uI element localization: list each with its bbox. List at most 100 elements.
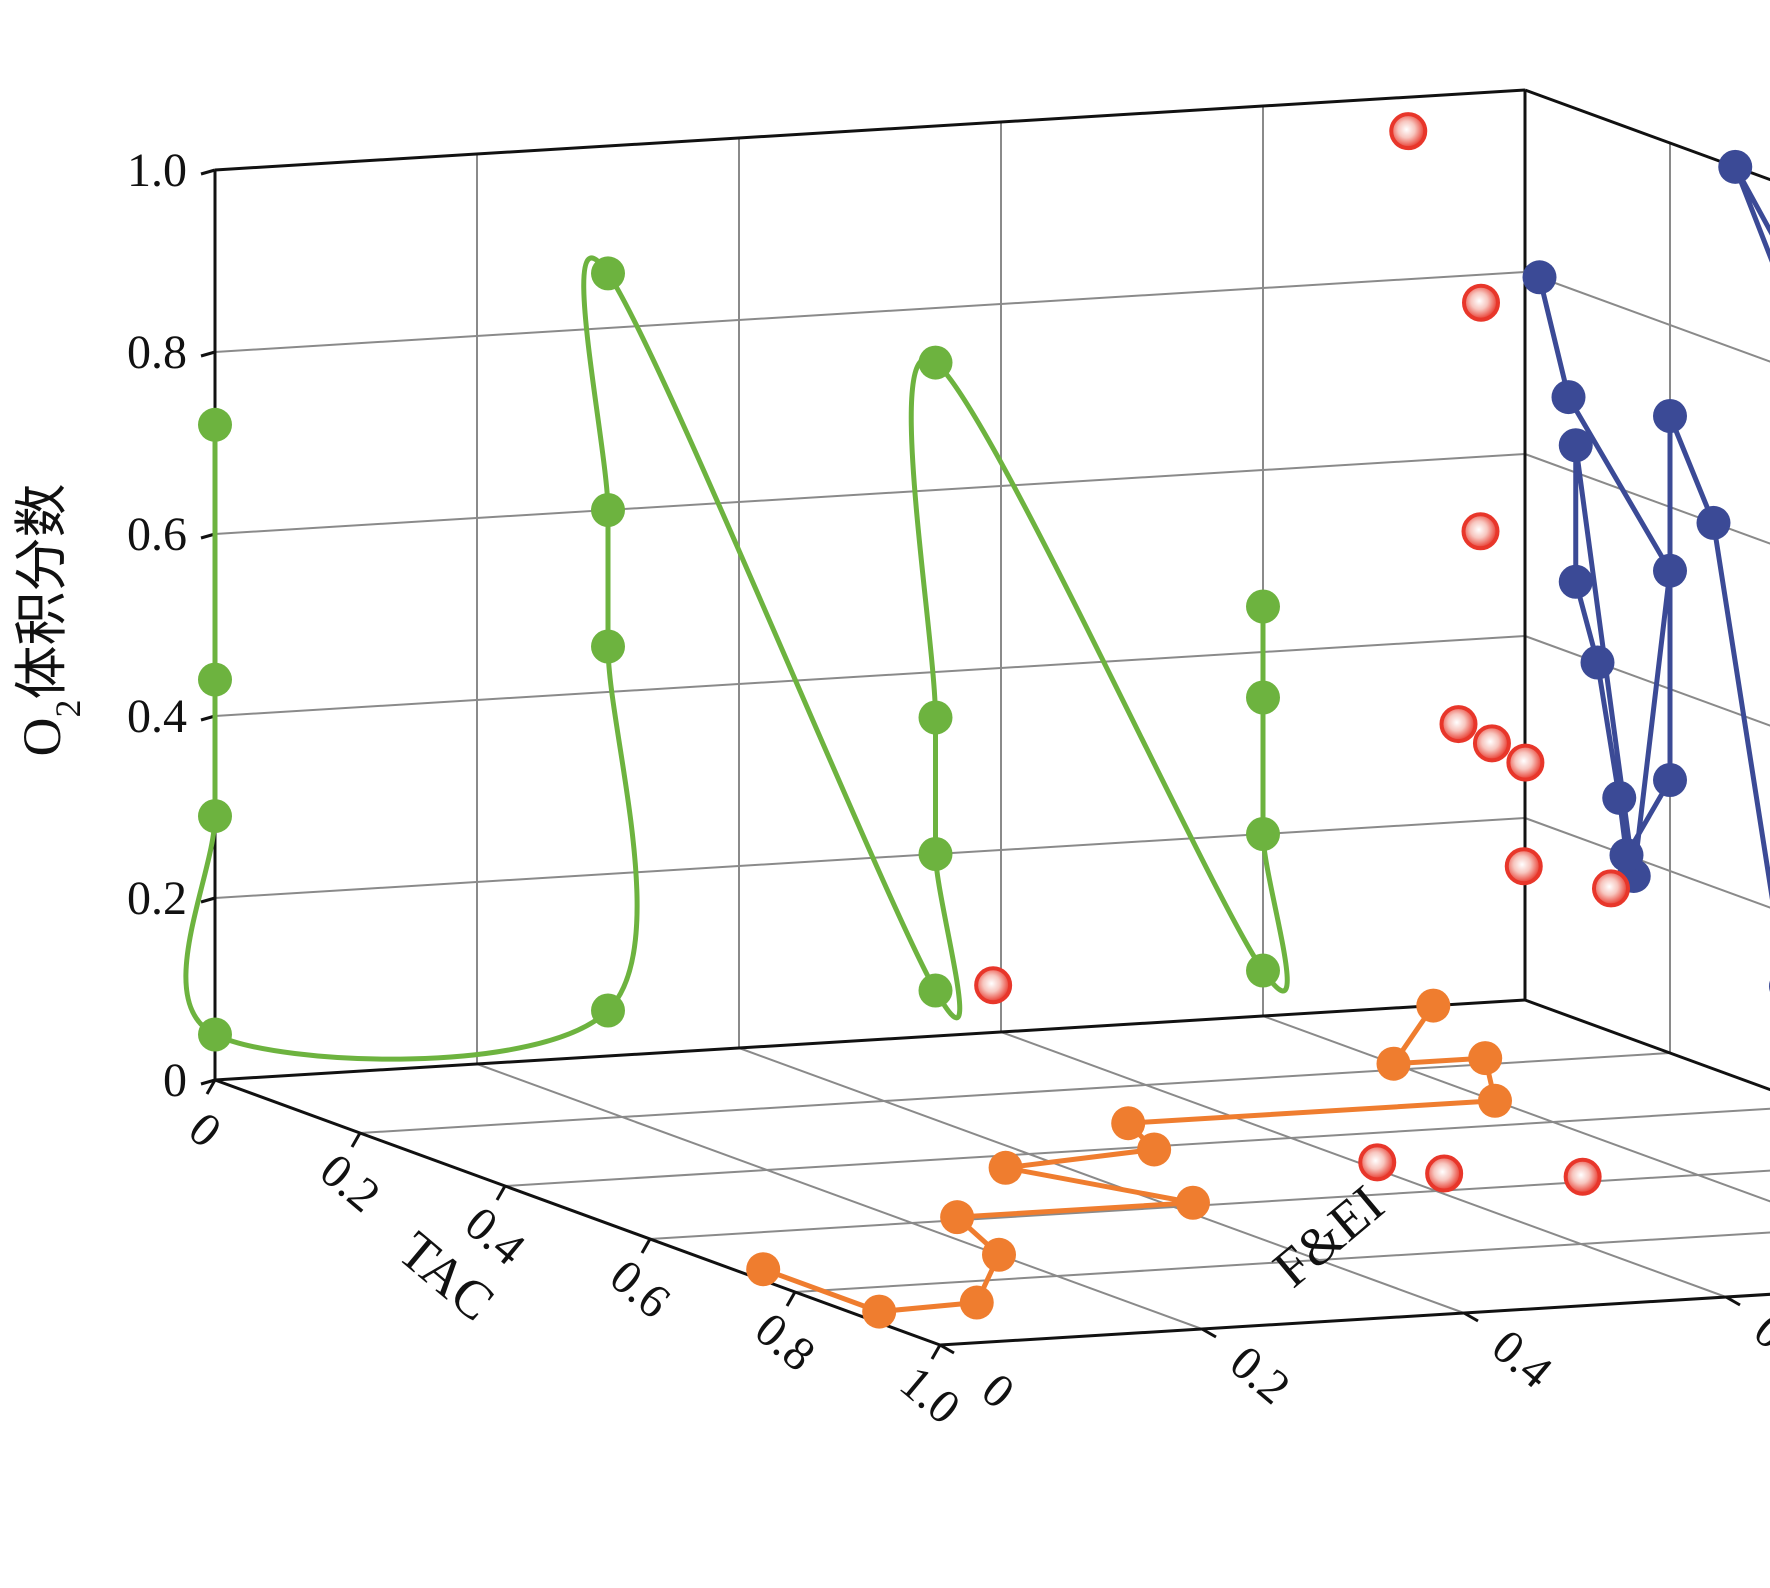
series-1-point bbox=[918, 345, 953, 380]
frame-edge bbox=[1524, 998, 1770, 1092]
series-3-point bbox=[1425, 1154, 1464, 1193]
y-tick bbox=[939, 1343, 955, 1355]
series-2 bbox=[746, 988, 1512, 1329]
z-tick bbox=[200, 350, 216, 358]
series-2-point bbox=[1376, 1046, 1411, 1081]
x-tick-label: 0.2 bbox=[310, 1144, 390, 1223]
series-1-point bbox=[198, 1017, 232, 1052]
series-3-point bbox=[1504, 847, 1543, 886]
wall-y1-grid-z bbox=[1524, 817, 1770, 909]
series-0-point bbox=[1558, 564, 1593, 599]
y-tick bbox=[1463, 1311, 1479, 1323]
y-tick-label: 0 bbox=[972, 1363, 1024, 1419]
series-2-point bbox=[862, 1294, 897, 1329]
series-0-point bbox=[1551, 380, 1586, 415]
floor-grid-y bbox=[476, 1063, 1203, 1330]
wall-y1-grid-z bbox=[1524, 635, 1770, 727]
series-3-point bbox=[974, 966, 1013, 1005]
floor-grid-y bbox=[738, 1047, 1465, 1314]
x-tick bbox=[350, 1132, 362, 1148]
series-3-point bbox=[1472, 724, 1511, 763]
series-0-point bbox=[1522, 260, 1557, 295]
z-tick-label: 0 bbox=[163, 1054, 187, 1107]
series-layer bbox=[183, 112, 1770, 1329]
floor-grid-x bbox=[359, 1052, 1671, 1134]
wall-y1-grid-z bbox=[1524, 453, 1770, 545]
y-tick-label: 0.4 bbox=[1482, 1320, 1562, 1399]
x-tick bbox=[930, 1344, 942, 1360]
series-2-point bbox=[1416, 988, 1451, 1023]
x-tick-label: 1.0 bbox=[890, 1356, 970, 1435]
z-axis-title: O2体积分数 bbox=[12, 484, 88, 757]
floor-grid-x bbox=[794, 1231, 1770, 1293]
series-2-point bbox=[959, 1285, 994, 1320]
series-2-point bbox=[1468, 1041, 1503, 1076]
frame-edge bbox=[214, 88, 1526, 172]
frame-edge bbox=[939, 1292, 1770, 1347]
series-3-point bbox=[1462, 283, 1500, 322]
series-3-point bbox=[1389, 112, 1428, 151]
series-0-point bbox=[1580, 645, 1615, 680]
x-tick bbox=[495, 1185, 507, 1201]
series-2-point bbox=[1175, 1185, 1210, 1220]
y-tick bbox=[1201, 1327, 1217, 1339]
x-tick-label: 0.6 bbox=[600, 1250, 680, 1329]
series-1-point bbox=[918, 700, 953, 735]
series-1-point bbox=[1246, 817, 1280, 851]
x-tick bbox=[640, 1238, 652, 1254]
series-2-point bbox=[746, 1252, 781, 1287]
z-tick-label: 0.8 bbox=[127, 326, 187, 379]
wall-y1-grid-z bbox=[1524, 271, 1770, 363]
series-1-line bbox=[183, 255, 1290, 1062]
series-2-point bbox=[1478, 1083, 1512, 1118]
series-0-point bbox=[1653, 553, 1687, 588]
series-2-point bbox=[940, 1200, 975, 1235]
series-2-point bbox=[988, 1150, 1023, 1185]
series-2-point bbox=[1111, 1106, 1146, 1141]
x-tick bbox=[205, 1079, 217, 1095]
series-1-point bbox=[591, 493, 625, 527]
series-1 bbox=[183, 255, 1290, 1062]
frame-edge bbox=[214, 1078, 941, 1347]
series-1-point bbox=[591, 993, 625, 1028]
series-1-point bbox=[918, 973, 953, 1008]
series-3-point bbox=[1592, 869, 1630, 908]
wall-x0-grid-z bbox=[214, 271, 1526, 353]
series-1-point bbox=[1246, 589, 1280, 624]
y-tick-label: 0.6 bbox=[1744, 1304, 1770, 1383]
series-0 bbox=[1522, 149, 1770, 992]
frame-edge bbox=[214, 998, 1526, 1082]
z-tick bbox=[200, 896, 216, 904]
series-1-point bbox=[198, 799, 232, 834]
x-tick-label: 0.8 bbox=[745, 1303, 825, 1382]
y-tick-label: 0.2 bbox=[1220, 1336, 1300, 1415]
series-1-point bbox=[591, 629, 625, 664]
series-0-point bbox=[1653, 399, 1687, 433]
floor-grid-x bbox=[649, 1169, 1770, 1240]
series-3-point bbox=[1358, 1143, 1397, 1182]
series-0-point bbox=[1696, 505, 1731, 540]
y-tick bbox=[1725, 1295, 1741, 1307]
grid-lines bbox=[214, 106, 1770, 1330]
series-3-point bbox=[1461, 512, 1500, 551]
series-2-point bbox=[982, 1237, 1016, 1272]
series-1-point bbox=[198, 407, 232, 442]
series-1-point bbox=[1246, 953, 1280, 988]
series-3 bbox=[974, 112, 1630, 1196]
z-tick-label: 1.0 bbox=[127, 144, 187, 197]
axis-labels: 00.20.40.60.81.000.20.40.60.81.000.20.40… bbox=[12, 144, 1770, 1435]
series-1-point bbox=[1246, 680, 1280, 715]
x-tick-label: 0 bbox=[179, 1102, 231, 1158]
series-1-point bbox=[591, 256, 625, 291]
series-0-point bbox=[1558, 428, 1593, 463]
series-0-point bbox=[1653, 763, 1687, 797]
z-tick-label: 0.6 bbox=[127, 508, 187, 561]
frame-edge bbox=[1524, 88, 1770, 182]
series-2-point bbox=[1137, 1132, 1172, 1167]
wall-x0-grid-z bbox=[214, 817, 1526, 899]
x-tick bbox=[785, 1291, 797, 1307]
series-1-point bbox=[198, 662, 232, 697]
series-3-point bbox=[1563, 1157, 1602, 1196]
